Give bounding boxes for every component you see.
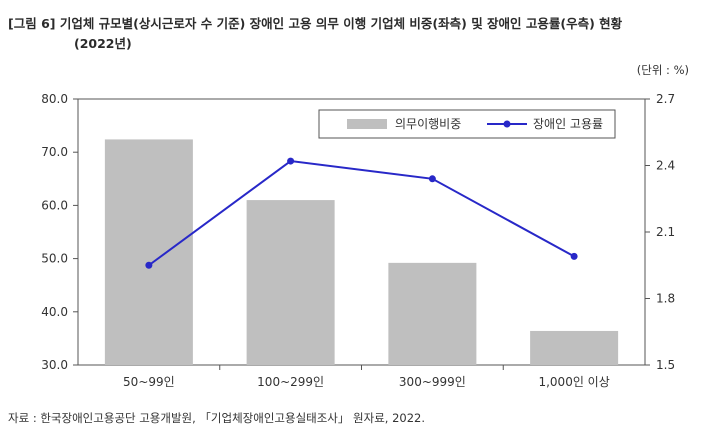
left-axis-tick-label: 30.0: [41, 358, 68, 372]
bar: [530, 330, 619, 365]
legend-line-marker: [503, 120, 511, 128]
line-point: [570, 252, 578, 260]
source-note: 자료 : 한국장애인고용공단 고용개발원, 「기업체장애인고용실태조사」 원자료…: [8, 411, 426, 425]
left-axis-tick-label: 60.0: [41, 198, 68, 212]
line-point: [428, 175, 436, 183]
legend-bar-swatch: [347, 119, 387, 129]
left-axis-tick-label: 50.0: [41, 252, 68, 266]
line-point: [145, 261, 153, 269]
right-axis-tick-label: 1.8: [656, 292, 675, 306]
x-axis-tick-label: 100~299인: [257, 375, 324, 389]
right-axis-tick-label: 1.5: [656, 358, 675, 372]
left-axis-tick-label: 70.0: [41, 145, 68, 159]
right-axis-tick-label: 2.1: [656, 225, 675, 239]
x-axis-tick-label: 300~999인: [399, 375, 466, 389]
chart-title: [그림 6] 기업체 규모별(상시근로자 수 기준) 장애인 고용 의무 이행 …: [8, 14, 698, 54]
legend-label-bar: 의무이행비중: [395, 116, 461, 131]
unit-label: (단위 : %): [636, 63, 689, 77]
bar: [388, 262, 477, 365]
title-line-2: (2022년): [74, 36, 132, 51]
x-axis-tick-label: 50~99인: [123, 375, 175, 389]
x-axis-tick-label: 1,000인 이상: [538, 375, 609, 389]
line-point: [287, 157, 295, 165]
bar: [104, 139, 193, 365]
title-line-1: [그림 6] 기업체 규모별(상시근로자 수 기준) 장애인 고용 의무 이행 …: [8, 16, 623, 31]
left-axis-tick-label: 80.0: [41, 92, 68, 106]
right-axis-tick-label: 2.4: [656, 159, 675, 173]
bar: [246, 200, 335, 365]
line-series: [148, 160, 575, 267]
left-axis-tick-label: 40.0: [41, 305, 68, 319]
right-axis-tick-label: 2.7: [656, 92, 675, 106]
legend-label-line: 장애인 고용률: [533, 117, 603, 131]
